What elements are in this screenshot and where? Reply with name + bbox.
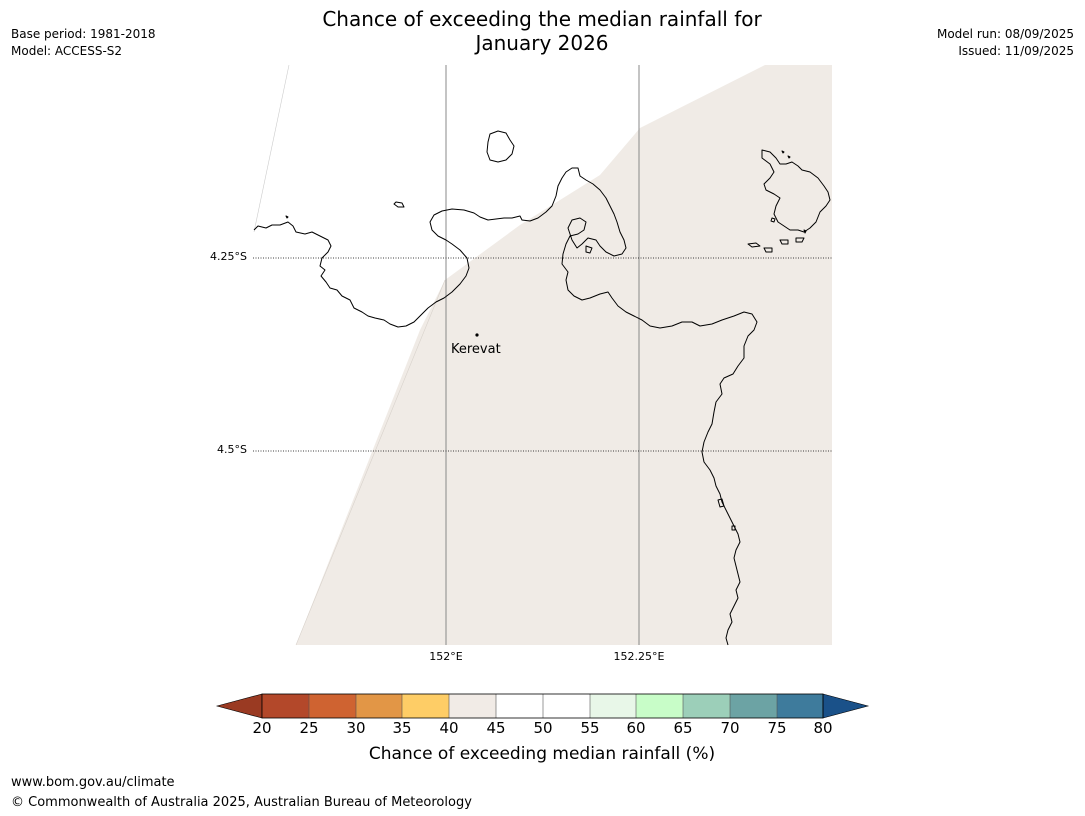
island-east-2 (763, 247, 773, 253)
model-text: Model: ACCESS-S2 (11, 44, 123, 58)
colorbar-bin (683, 694, 730, 718)
map-title-line2: January 2026 (475, 31, 609, 55)
colorbar-bin (636, 694, 683, 718)
island-east-10 (731, 525, 736, 531)
colorbar-extend-low (215, 693, 263, 719)
lon-label-152: 152°E (429, 650, 463, 663)
forecast-shaded-region (296, 65, 832, 645)
colorbar-frame (261, 693, 824, 719)
metadata-left: Base period: 1981-2018 Model: ACCESS-S2 (11, 26, 156, 60)
island-east-6 (803, 229, 807, 234)
colorbar-tick: 80 (813, 719, 833, 737)
colorbar-tick: 70 (720, 719, 740, 737)
colorbar-tick: 60 (626, 719, 646, 737)
issued-text: Issued: 11/09/2025 (958, 44, 1074, 58)
colorbar-extend-high (822, 693, 870, 719)
island-east-8 (787, 155, 791, 159)
coastline-group (253, 130, 831, 646)
island-east-5 (770, 217, 776, 223)
coastline-west (253, 167, 758, 646)
island-east-4 (795, 237, 805, 243)
colorbar-tick: 25 (299, 719, 319, 737)
map-title: Chance of exceeding the median rainfall … (242, 7, 842, 55)
colorbar-bin (730, 694, 777, 718)
footer-url-link[interactable]: www.bom.gov.au/climate (11, 775, 175, 790)
colorbar-bin (496, 694, 543, 718)
colorbar-bin (356, 694, 402, 718)
colorbar-tick: 40 (439, 719, 459, 737)
island-bay-inner (585, 245, 593, 254)
map-title-line1: Chance of exceeding the median rainfall … (322, 7, 762, 31)
colorbar-bin (449, 694, 496, 718)
metadata-right: Model run: 08/09/2025 Issued: 11/09/2025 (937, 26, 1074, 60)
domain-edge-line (253, 64, 290, 233)
colorbar-bin (543, 694, 590, 718)
base-period-text: Base period: 1981-2018 (11, 27, 156, 41)
island-east-9 (717, 498, 725, 508)
colorbar-bin (402, 694, 449, 718)
colorbar (215, 693, 870, 719)
colorbar-tick: 50 (533, 719, 553, 737)
colorbar-bin (262, 694, 309, 718)
island-small-west (393, 201, 405, 208)
islands-east-main (761, 149, 831, 233)
colorbar-tick: 55 (580, 719, 600, 737)
colorbar-tick: 75 (767, 719, 787, 737)
island-east-7 (781, 150, 785, 154)
colorbar-tick: 45 (486, 719, 506, 737)
footer-copyright: © Commonwealth of Australia 2025, Austra… (11, 795, 472, 810)
colorbar-tick: 30 (346, 719, 366, 737)
kerevat-marker (475, 333, 479, 337)
lon-label-152-25: 152.25°E (613, 650, 665, 663)
colorbar-bin (590, 694, 636, 718)
model-run-text: Model run: 08/09/2025 (936, 27, 1074, 41)
colorbar-tick: 65 (673, 719, 693, 737)
island-north (486, 130, 515, 163)
colorbar-tick: 35 (392, 719, 412, 737)
lat-label-4-25: 4.25°S (210, 250, 247, 263)
lat-label-4-5: 4.5°S (217, 443, 247, 456)
colorbar-bin (777, 694, 823, 718)
colorbar-title: Chance of exceeding median rainfall (%) (368, 744, 716, 764)
island-east-1 (747, 242, 761, 248)
island-east-3 (779, 239, 789, 245)
domain-edge-line (295, 279, 446, 646)
place-label-kerevat: Kerevat (451, 342, 501, 357)
colorbar-tick: 20 (252, 719, 272, 737)
colorbar-bin (309, 694, 356, 718)
island-dot-west (285, 215, 289, 219)
